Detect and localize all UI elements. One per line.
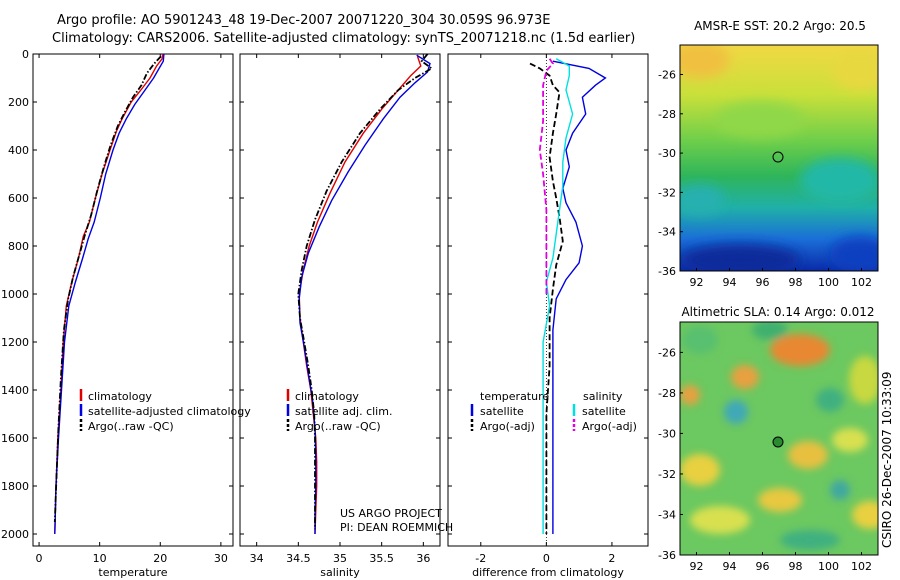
y-tick-label: -28 [658,108,676,121]
y-tick-label: 2000 [1,528,29,541]
y-tick-label: -36 [658,265,676,278]
y-tick-label: -26 [658,346,676,359]
y-tick-label: -32 [658,468,676,481]
y-tick-label: 1200 [1,336,29,349]
y-tick-label: -34 [658,508,676,521]
legend-label: Argo(-adj) [582,420,637,433]
difference-x-axis-label: difference from climatology [472,566,624,579]
credit-pi: PI: DEAN ROEMMICH [340,521,453,534]
y-tick-label: 200 [8,96,29,109]
x-tick-label: 2 [608,552,615,565]
salinity-panel: 34 34.5 35 35.5 36 salinity climatology satelli… [239,53,441,579]
y-tick-label: 1600 [1,432,29,445]
series-line-satellite-adj-clim- [298,54,431,534]
y-tick-label: 0 [22,48,29,61]
salinity-x-axis-label: salinity [320,566,360,579]
x-tick-label: 102 [851,560,872,573]
sst-map-title: AMSR-E SST: 20.2 Argo: 20.5 [694,19,866,33]
x-tick-label: 94 [723,276,737,289]
x-tick-label: 30 [214,552,228,565]
x-tick-label: 96 [756,276,770,289]
sla-map: Altimetric SLA: 0.14 Argo: 0.012 [658,305,879,573]
y-tick-label: -32 [658,186,676,199]
temperature-x-axis-label: temperature [98,566,167,579]
temperature-panel: 0 200 400 600 800 1000 1200 1400 1600 1800 2000 0 10… [1,48,251,579]
sst-field [680,45,878,271]
figure-title-line1: Argo profile: AO 5901243_48 19-Dec-2007 … [57,13,551,28]
x-tick-label: 100 [818,276,839,289]
difference-axes-box [447,53,649,547]
y-tick-label: 1800 [1,480,29,493]
y-tick-label: 400 [8,144,29,157]
legend-title-temperature: temperature [480,390,549,403]
legend-label: satellite-adjusted climatology [88,405,251,418]
legend-label: climatology [295,390,359,403]
x-tick-label: 100 [818,560,839,573]
sla-argo-marker [772,436,784,448]
x-tick-label: 34 [250,552,264,565]
x-tick-label: 0 [543,552,550,565]
x-tick-label: -2 [475,552,486,565]
legend-label: satellite adj. clim. [295,405,392,418]
x-tick-label: 98 [789,560,803,573]
series-line-temperature-argo-adj- [529,62,564,534]
series-line-argo-raw-qc- [53,55,162,523]
x-tick-label: 10 [93,552,107,565]
y-tick-label: -30 [658,147,676,160]
series-line-temperature-satellite [552,60,607,534]
series-line-salinity-satellite [542,58,574,534]
y-tick-label: -28 [658,387,676,400]
sla-map-title: Altimetric SLA: 0.14 Argo: 0.012 [681,305,874,319]
legend-label: Argo(-adj) [480,420,535,433]
x-tick-label: 92 [690,276,704,289]
x-tick-label: 34.5 [286,552,311,565]
sst-map: AMSR-E SST: 20.2 Argo: 20.5 92 94 96 98 100 1… [658,19,879,289]
x-tick-label: 102 [851,276,872,289]
legend-label: climatology [88,390,152,403]
figure-title-line2: Climatology: CARS2006. Satellite-adjuste… [52,31,635,46]
x-tick-label: 92 [690,560,704,573]
series-line-argo-raw-qc- [297,53,434,530]
legend-label: satellite [480,405,524,418]
y-tick-label: -26 [658,68,676,81]
y-tick-label: -30 [658,427,676,440]
x-tick-label: 35.5 [369,552,394,565]
x-tick-label: 94 [723,560,737,573]
x-tick-label: 0 [36,552,43,565]
timestamp-label: CSIRO 26-Dec-2007 10:33:09 [880,371,894,548]
sla-field [680,322,878,555]
legend-title-salinity: salinity [583,390,623,403]
series-line-salinity-argo-adj- [538,58,555,294]
y-tick-label: -36 [658,549,676,562]
legend-label: Argo(..raw -QC) [88,420,174,433]
temperature-axes-box [32,53,234,547]
y-tick-label: 800 [8,240,29,253]
series-line-climatology [54,53,164,535]
x-tick-label: 36 [416,552,430,565]
series-line-climatology [298,56,422,535]
y-tick-label: 1000 [1,288,29,301]
x-tick-label: 96 [756,560,770,573]
x-tick-label: 20 [153,552,167,565]
y-tick-label: 1400 [1,384,29,397]
y-tick-label: 600 [8,192,29,205]
credit-project: US ARGO PROJECT [340,507,442,520]
y-tick-label: -34 [658,226,676,239]
legend-label: Argo(..raw -QC) [295,420,381,433]
x-tick-label: 35 [333,552,347,565]
series-line-satellite-adjusted-climatology [54,53,165,535]
legend-label: satellite [582,405,626,418]
sst-argo-marker [772,151,784,163]
x-tick-label: 98 [789,276,803,289]
salinity-axes-box [239,53,441,547]
